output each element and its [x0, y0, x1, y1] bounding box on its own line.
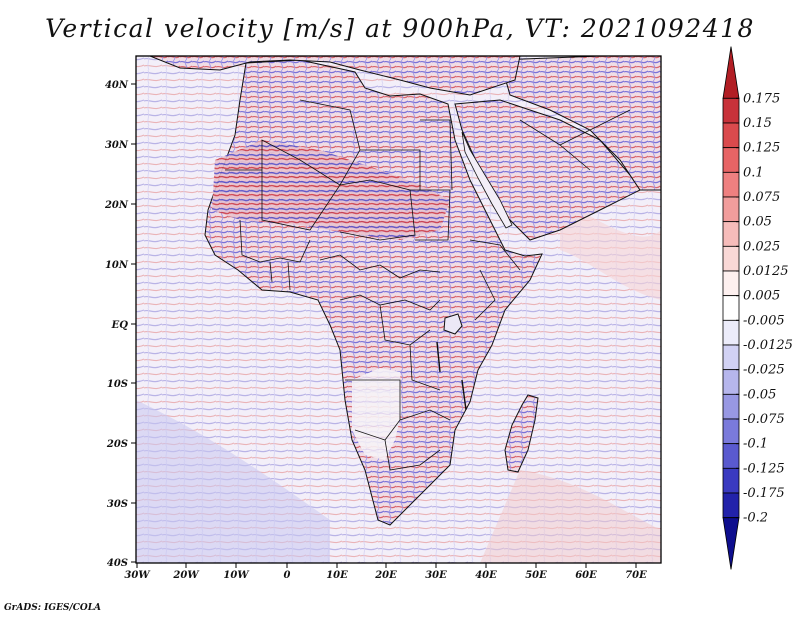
madagascar: [504, 394, 539, 473]
lat-axis: 40N 30N 20N 10N EQ 10S 20S 30S 40S: [104, 80, 136, 569]
colorbar-label: -0.0125: [743, 338, 793, 353]
colorbar-swatch: [722, 393, 740, 420]
colorbar-swatch: [722, 122, 740, 149]
colorbar-swatch: [722, 517, 740, 570]
colorbar-label: 0.0125: [743, 264, 789, 279]
lon-tick-label: 10E: [326, 570, 348, 581]
colorbar-label: -0.2: [743, 511, 768, 526]
lat-tick-label: 40N: [105, 80, 129, 91]
colorbar-swatch: [722, 270, 740, 297]
colorbar-swatch: [722, 196, 740, 223]
lon-tick-label: 10W: [223, 570, 250, 581]
colorbar-swatch: [722, 245, 740, 272]
map-frame: [135, 55, 662, 564]
lat-tick-label: 40S: [107, 558, 128, 569]
lon-axis: 30W 20W 10W 0 10E 20E 30E 40E 50E 60E 70…: [124, 563, 647, 581]
map-panel: [136, 56, 661, 563]
colorbar-swatch: [722, 492, 740, 519]
colorbar-swatch: [722, 147, 740, 173]
colorbar-swatch: [722, 467, 740, 494]
colorbar-label: -0.1: [743, 437, 768, 452]
colorbar-swatch: [722, 369, 740, 395]
colorbar-swatch: [722, 46, 740, 99]
lon-tick-label: 70E: [625, 570, 647, 581]
colorbar-label: 0.005: [743, 289, 780, 304]
colorbar-label: -0.075: [743, 412, 785, 427]
colorbar: 0.175 0.15 0.125 0.1 0.075 0.05 0.025 0.0125 0.0…: [722, 46, 793, 570]
lat-tick-label: 30N: [105, 140, 129, 151]
lat-tick-label: 10S: [107, 379, 128, 390]
colorbar-label: -0.025: [743, 363, 785, 378]
colorbar-label: -0.05: [743, 387, 776, 402]
lon-tick-label: 60E: [575, 570, 597, 581]
lon-tick-label: 40E: [475, 570, 497, 581]
lon-tick-label: 50E: [525, 570, 547, 581]
chart-title: Vertical velocity [m/s] at 900hPa, VT: 2…: [45, 14, 755, 43]
colorbar-label: 0.175: [743, 91, 780, 106]
lon-tick-label: 0: [284, 570, 291, 581]
lat-tick-label: 10N: [105, 260, 129, 271]
lon-tick-label: 30W: [124, 570, 151, 581]
colorbar-label: 0.075: [743, 190, 780, 205]
arabian-sea-zone: [560, 200, 661, 300]
lat-tick-label: 20N: [104, 200, 129, 211]
lon-tick-label: 20W: [172, 570, 200, 581]
colorbar-swatch: [722, 97, 740, 124]
lat-tick-label: 20S: [106, 439, 128, 450]
colorbar-swatch: [722, 295, 740, 321]
colorbar-label: 0.125: [743, 141, 780, 156]
colorbar-label: -0.125: [743, 461, 785, 476]
lat-tick-label: 30S: [107, 499, 128, 510]
colorbar-swatch: [722, 171, 740, 198]
colorbar-swatch: [722, 319, 740, 346]
colorbar-label: -0.175: [743, 486, 785, 501]
colorbar-label: -0.005: [743, 313, 785, 328]
ocean-blue-zone: [136, 400, 330, 563]
kalahari-zone: [352, 368, 402, 460]
sahara-zone: [212, 140, 450, 240]
ocean-red-zone: [480, 470, 661, 563]
lat-tick-label: EQ: [111, 320, 129, 331]
colorbar-swatch: [722, 344, 740, 371]
country-borders: [225, 99, 631, 471]
colorbar-label: 0.15: [743, 116, 772, 131]
europe-landmass: [149, 56, 521, 96]
colorbar-swatch: [722, 443, 740, 469]
lon-tick-label: 20E: [374, 570, 397, 581]
colorbar-label: 0.1: [743, 165, 764, 180]
iran-landmass: [499, 56, 661, 191]
lake-victoria: [443, 313, 463, 335]
credit-text: GrADS: IGES/COLA: [4, 603, 102, 613]
lon-tick-label: 30E: [425, 570, 447, 581]
rift-lakes: [436, 341, 467, 411]
colorbar-swatch: [722, 418, 740, 445]
colorbar-label: 0.05: [743, 215, 772, 230]
red-sea: [461, 131, 513, 229]
colorbar-label: 0.025: [743, 239, 780, 254]
colorbar-swatch: [722, 221, 740, 247]
